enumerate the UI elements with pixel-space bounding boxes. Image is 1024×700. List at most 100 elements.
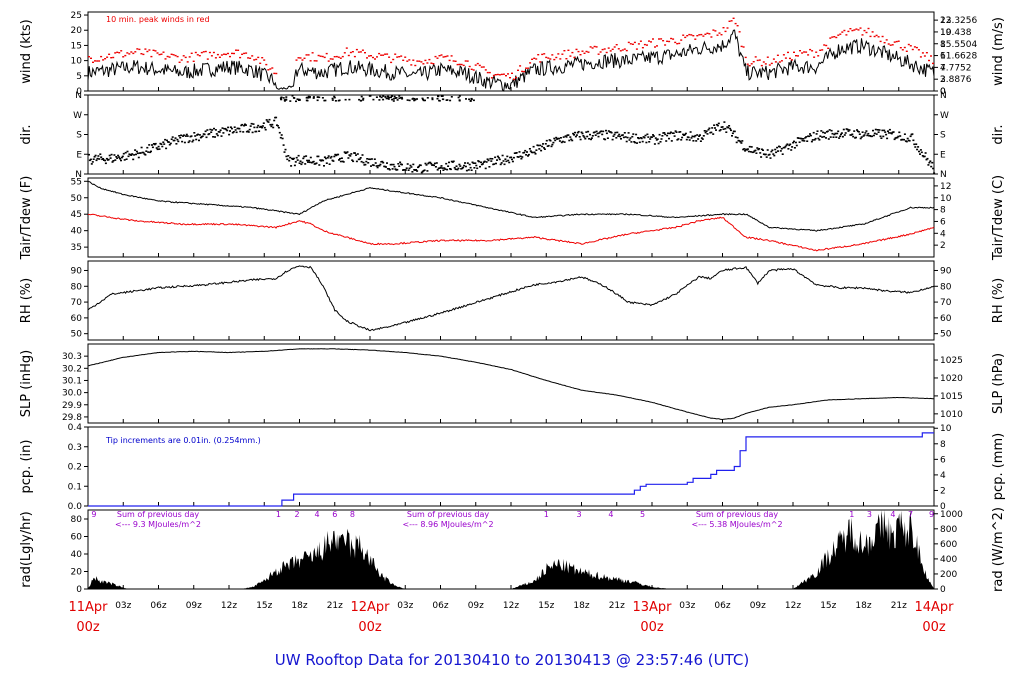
peak-wind-dot: [803, 51, 806, 53]
direction-point: [111, 161, 114, 163]
direction-point: [284, 148, 287, 151]
peak-wind-dot: [629, 43, 632, 45]
peak-wind-dot: [545, 56, 548, 59]
direction-point: [668, 132, 671, 135]
direction-point: [298, 162, 301, 164]
direction-point: [647, 136, 650, 138]
y-tick-label: W: [940, 111, 949, 121]
direction-point: [925, 158, 928, 161]
direction-point: [933, 172, 936, 174]
y-tick-label: 1025: [940, 356, 963, 366]
direction-point: [824, 132, 826, 134]
uv-index-mark: 4: [608, 510, 613, 519]
peak-wind-dot: [690, 34, 693, 36]
peak-wind-dot: [621, 49, 624, 51]
peak-wind-dot: [722, 27, 725, 29]
peak-wind-dot: [666, 40, 669, 42]
panel-frame: [87, 94, 935, 175]
peak-wind-dot: [764, 63, 767, 65]
peak-wind-dot: [180, 59, 183, 61]
direction-point: [851, 133, 854, 136]
direction-point: [239, 130, 242, 133]
direction-point: [883, 129, 886, 132]
peak-wind-dot: [543, 53, 546, 55]
direction-point: [631, 135, 634, 138]
direction-point: [614, 131, 617, 134]
direction-point: [651, 136, 654, 138]
peak-wind-dot: [694, 38, 697, 40]
direction-point: [865, 130, 868, 132]
direction-point: [761, 148, 763, 151]
peak-wind-dot: [325, 52, 328, 55]
direction-point-north: [289, 100, 292, 102]
x-tick-label: 21z: [891, 601, 907, 611]
direction-point: [812, 131, 815, 134]
direction-point: [532, 145, 535, 148]
direction-point: [853, 130, 856, 132]
direction-point: [805, 136, 808, 138]
panel-frame: [87, 343, 935, 424]
direction-point: [770, 150, 773, 153]
direction-point-north: [333, 95, 336, 98]
direction-point: [555, 136, 558, 139]
direction-point: [146, 146, 149, 149]
direction-point: [704, 131, 707, 134]
direction-point: [543, 148, 546, 150]
direction-point: [430, 162, 433, 165]
peak-wind-dot: [686, 35, 689, 37]
direction-point-north: [393, 95, 396, 98]
direction-point: [585, 131, 588, 133]
direction-point: [596, 132, 599, 135]
direction-point: [90, 163, 93, 165]
peak-wind-dot: [126, 52, 129, 54]
peak-wind-dot: [301, 59, 304, 61]
direction-point: [339, 157, 341, 160]
peak-wind-dot: [372, 56, 374, 59]
peak-wind-dot: [261, 57, 264, 59]
y-tick-label: 0: [940, 87, 946, 97]
peak-wind-dot: [909, 45, 912, 47]
peak-wind-dot: [815, 51, 818, 53]
peak-wind-dot: [537, 54, 540, 56]
peak-wind-dot: [831, 36, 834, 38]
direction-point: [731, 132, 734, 135]
y-tick-label: 600: [940, 540, 957, 550]
direction-point: [448, 161, 450, 164]
direction-point: [670, 140, 673, 142]
y-axis-label-right: wind (m/s): [991, 17, 1006, 86]
peak-wind-dot: [883, 42, 886, 44]
direction-point: [342, 161, 345, 163]
direction-point: [488, 166, 491, 168]
direction-point-north: [380, 96, 383, 99]
peak-wind-dot: [317, 54, 320, 57]
peak-wind-dot: [509, 77, 511, 79]
y-tick-label: 50: [71, 330, 83, 340]
direction-point: [658, 133, 661, 136]
direction-point: [355, 154, 357, 156]
direction-point: [777, 150, 779, 152]
peak-wind-dot: [460, 63, 463, 66]
peak-wind-dot: [676, 43, 679, 45]
direction-point: [315, 162, 318, 164]
direction-point: [388, 168, 391, 171]
peak-wind-dot: [507, 73, 509, 75]
direction-point: [261, 126, 263, 129]
x-axis: 03z 06z 09z 12z 15z 18z 21z 03z 06z 09z 12z 15z 18z 2…: [68, 600, 954, 635]
direction-point: [529, 150, 532, 152]
peak-wind-dot: [218, 56, 221, 58]
peak-wind-dot: [192, 60, 195, 62]
direction-point-north: [344, 98, 347, 101]
direction-point: [168, 143, 171, 146]
direction-point: [872, 129, 874, 132]
direction-point: [860, 136, 863, 138]
direction-point: [589, 133, 591, 136]
direction-point-north: [388, 96, 391, 99]
uv-index-mark: 9: [91, 510, 96, 519]
direction-point: [736, 136, 739, 139]
direction-point: [741, 140, 744, 142]
direction-point: [527, 153, 530, 156]
direction-point-north: [470, 97, 473, 100]
direction-point: [238, 127, 241, 130]
peak-wind-dot: [454, 60, 457, 62]
direction-point: [463, 164, 466, 167]
